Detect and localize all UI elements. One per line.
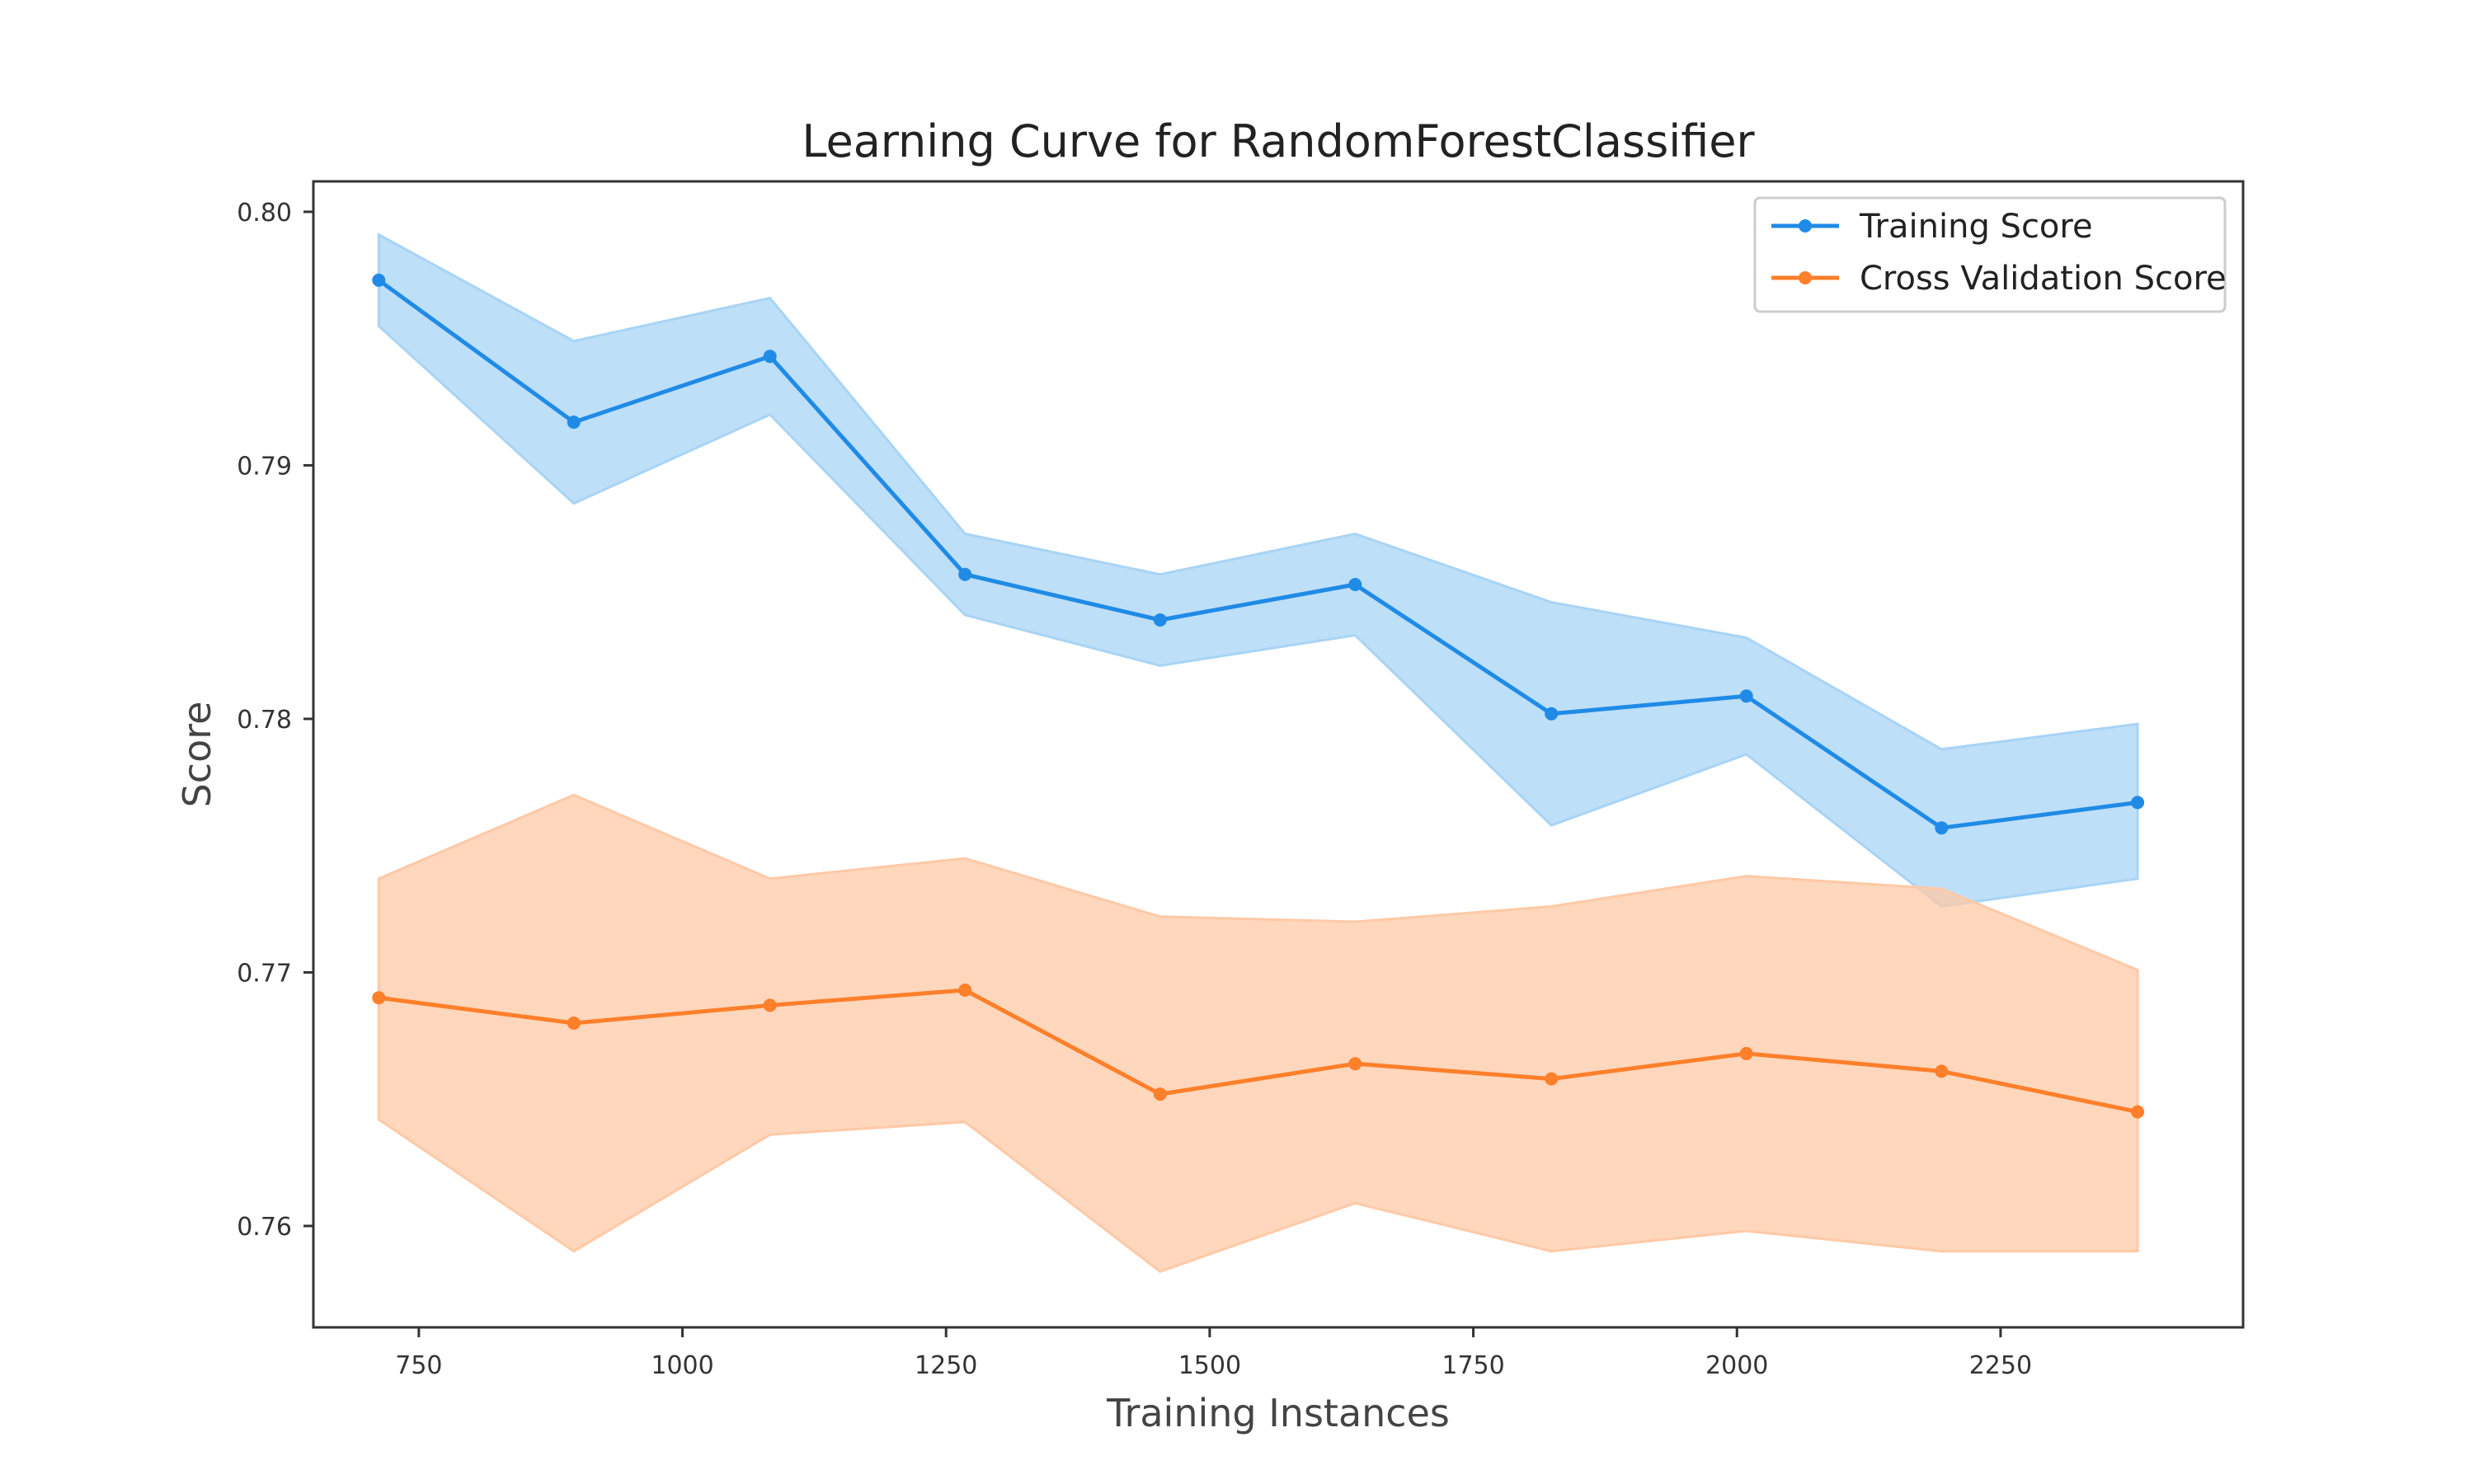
series-1-point [372, 991, 386, 1005]
legend: Training Score Cross Validation Score [1753, 196, 2227, 313]
series-1-point [763, 998, 777, 1012]
series-0-point [958, 567, 972, 581]
series-1-point [567, 1017, 581, 1030]
y-tick-label: 0.79 [237, 452, 292, 481]
x-tick-label: 2250 [1969, 1351, 2032, 1380]
legend-label: Cross Validation Score [1860, 260, 2227, 298]
chart-title: Learning Curve for RandomForestClassifie… [802, 115, 1755, 167]
y-tick-label: 0.80 [237, 199, 292, 228]
y-tick-label: 0.77 [237, 959, 292, 988]
x-tick-label: 1500 [1178, 1351, 1241, 1380]
x-tick-label: 750 [395, 1351, 442, 1380]
series-0-point [1739, 689, 1753, 703]
x-tick-label: 1000 [651, 1351, 713, 1380]
series-1-line [378, 988, 2138, 1115]
series-1-point [1348, 1057, 1362, 1071]
series-1-point [1153, 1087, 1167, 1101]
series-0-point [1545, 707, 1559, 721]
y-tick-label: 0.78 [237, 706, 292, 735]
legend-swatch-marker [1799, 219, 1812, 232]
series-1-confidence-band [377, 793, 2139, 1273]
x-tick-label: 1250 [915, 1351, 977, 1380]
series-0-point [567, 416, 581, 430]
y-tick-label: 0.76 [237, 1213, 292, 1242]
series-1-point [1935, 1064, 1949, 1078]
series-0-line [377, 278, 2138, 830]
x-axis-label: Training Instances [1106, 1391, 1450, 1435]
y-axis-label: Score [175, 702, 219, 808]
series-1-point [958, 984, 972, 997]
series-1-point [1739, 1046, 1753, 1060]
series-0-point [1935, 821, 1949, 835]
series-1-point [1545, 1072, 1559, 1086]
series-0-point [763, 350, 777, 364]
plot-frame [312, 180, 2245, 1329]
series-0-point [2131, 796, 2145, 810]
plot-area [372, 232, 2145, 1273]
x-tick-label: 1750 [1442, 1351, 1504, 1380]
legend-swatch-marker [1799, 271, 1812, 284]
series-0-point [1153, 613, 1167, 627]
legend-box [1753, 196, 2227, 313]
series-0-point [1348, 578, 1362, 591]
series-0-confidence-band [377, 232, 2139, 909]
series-1-point [2131, 1105, 2145, 1119]
legend-label: Training Score [1859, 208, 2093, 246]
x-tick-label: 2000 [1705, 1351, 1768, 1380]
series-0-point [372, 273, 386, 287]
